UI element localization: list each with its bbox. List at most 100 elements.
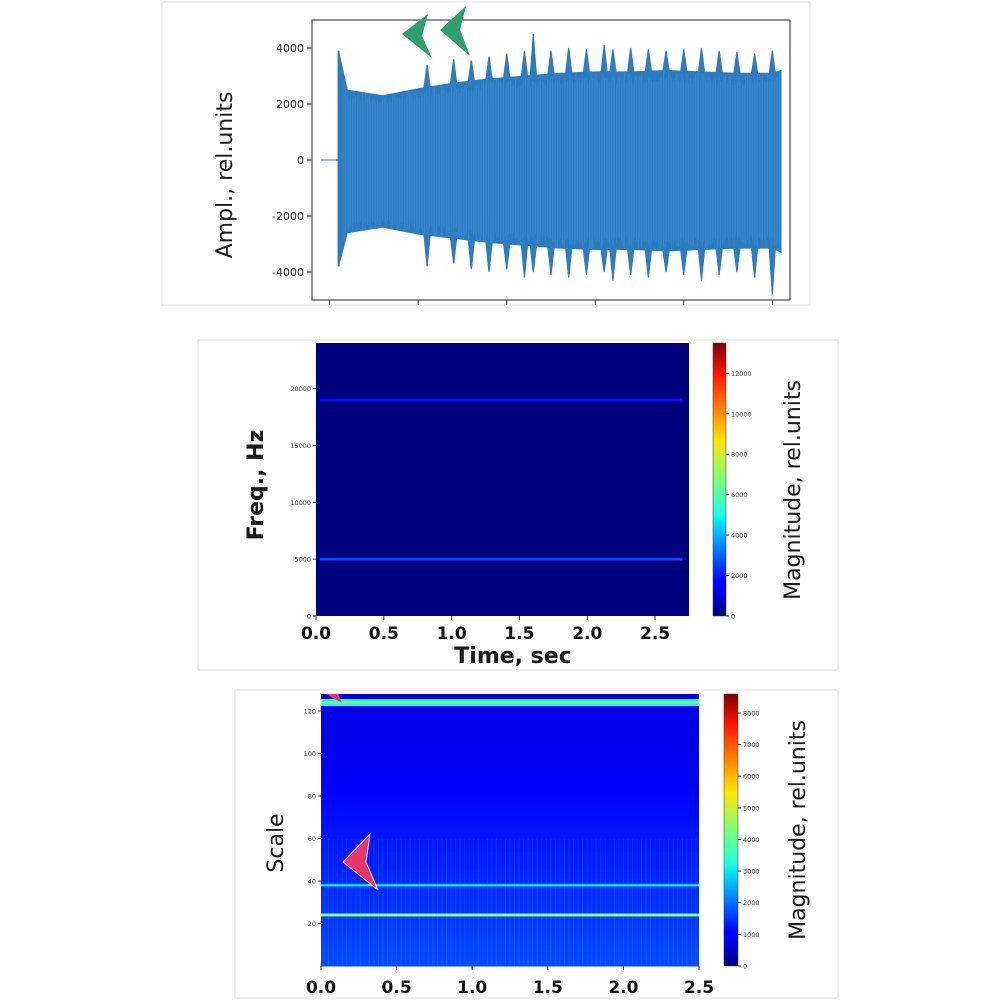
scalogram-colorbar-tick-label: 7000 (743, 741, 760, 749)
waveform-y-tick-label: 0 (297, 154, 304, 167)
waveform-peak-down (680, 249, 688, 275)
scalogram-row (321, 740, 699, 746)
spectrogram-colorbar (712, 342, 727, 617)
waveform-peak-up (662, 50, 670, 71)
scalogram-row (321, 817, 699, 822)
scalogram-row (321, 728, 699, 733)
scalogram-row (321, 898, 699, 903)
waveform-peak-down (609, 249, 617, 281)
scalogram-x-tick-label: 0.5 (382, 978, 412, 998)
scalogram-row (321, 753, 699, 759)
scalogram-colorbar-tick-label: 2000 (743, 899, 760, 907)
scalogram-band-core (321, 914, 699, 916)
spectrogram-colorbar-tick-label: 4000 (731, 532, 748, 540)
waveform-peak-up (680, 49, 688, 72)
scalogram-row (321, 774, 699, 780)
spectrogram-colorbar-tick-label: 12000 (731, 370, 752, 378)
scalogram-row (321, 706, 699, 712)
scalogram-row (321, 787, 699, 793)
scalogram-row (321, 749, 699, 754)
scalogram-top-strip (321, 694, 699, 702)
spectrogram-x-tick-label: 1.0 (437, 624, 467, 644)
waveform-peak-up (449, 59, 458, 84)
waveform-peak-up (600, 45, 608, 73)
green-arrow-annotation (440, 6, 470, 56)
spectrogram-y-tick-label: 5000 (294, 556, 311, 564)
scalogram-row (321, 745, 699, 750)
waveform-peak-down (600, 249, 608, 273)
scalogram-row (321, 800, 699, 805)
scalogram-row (321, 881, 699, 886)
spectrogram-y-axis-label: Freq., Hz (244, 430, 269, 541)
waveform-peak-down (626, 249, 635, 275)
waveform-peak-down (582, 248, 591, 275)
scalogram-row (321, 830, 699, 835)
waveform-annotations (402, 6, 470, 58)
spectrogram-plot-area (316, 343, 689, 616)
scalogram-row (321, 961, 699, 967)
scalogram-row (321, 783, 699, 788)
spectrogram-x-tick-label: 0.5 (369, 624, 399, 644)
scalogram-row (321, 859, 699, 865)
waveform-peak-up (582, 49, 591, 73)
scalogram-row (321, 932, 699, 937)
scalogram-row (321, 957, 699, 963)
waveform-peak-down (547, 246, 555, 275)
scalogram-row (321, 804, 699, 810)
scalogram-x-tick-label: 0.0 (306, 978, 336, 998)
scalogram-y-axis-label: Scale (264, 813, 289, 872)
scalogram-row (321, 864, 699, 869)
waveform-signal (320, 33, 782, 295)
spectrogram-x-tick-label: 2.5 (640, 624, 670, 644)
spectrogram-bands (320, 398, 683, 561)
scalogram-row (321, 825, 699, 831)
scalogram-colorbar-tick-label: 4000 (743, 836, 760, 844)
waveform-peak-up (565, 47, 573, 74)
waveform-peak-up (715, 50, 723, 74)
waveform-peak-down (697, 249, 706, 281)
waveform-peak-up (503, 53, 511, 78)
waveform-peak-down (423, 234, 431, 267)
scalogram-texture (321, 694, 699, 967)
waveform-peak-down (485, 242, 493, 273)
scalogram-row (321, 808, 699, 814)
scalogram-colorbar-label: Magnitude, rel.units (786, 720, 811, 940)
waveform-peak-down (768, 247, 776, 295)
scalogram-y-ticks: 120 100 80 60 40 20 (304, 708, 321, 928)
scalogram-row (321, 762, 699, 767)
spectrogram-x-axis-label: Time, sec (454, 644, 571, 669)
waveform-peak-down (662, 250, 670, 273)
waveform-peak-up (768, 50, 776, 74)
scalogram-y-tick-label: 20 (308, 920, 316, 928)
waveform-peak-down (644, 249, 653, 278)
scalogram-row (321, 872, 699, 878)
scalogram-x-tick-label: 2.5 (684, 978, 714, 998)
waveform-panel: Ampl., rel.units 4000 2000 0 -2000 -4000 (161, 1, 811, 306)
scalogram-y-tick-label: 120 (304, 708, 316, 716)
spectrogram-x-tick-label: 0.0 (301, 624, 331, 644)
scalogram-bands (321, 699, 699, 917)
green-arrow-annotation (402, 14, 432, 58)
scalogram-row (321, 842, 699, 848)
scalogram-row (321, 940, 699, 946)
waveform-y-ticks: 4000 2000 0 -2000 -4000 (272, 42, 312, 279)
spectrogram-colorbar-tick-label: 2000 (731, 572, 748, 580)
scalogram-row (321, 868, 699, 873)
waveform-peak-up (547, 50, 555, 75)
waveform-peak-down (715, 248, 723, 275)
spectrogram-x-tick-label: 1.5 (504, 624, 534, 644)
spectrogram-colorbar-tick-label: 6000 (731, 491, 748, 499)
scalogram-row (321, 732, 699, 737)
scalogram-colorbar (723, 693, 739, 967)
pink-arrow-annotation-top (326, 694, 342, 703)
scalogram-row (321, 885, 699, 890)
scalogram-colorbar-tick-label: 1000 (743, 931, 760, 939)
scalogram-y-tick-label: 40 (308, 878, 316, 886)
scalogram-x-tick-label: 1.0 (457, 978, 487, 998)
waveform-peak-up (529, 33, 537, 76)
scalogram-row (321, 715, 699, 720)
waveform-peak-down (449, 237, 458, 264)
